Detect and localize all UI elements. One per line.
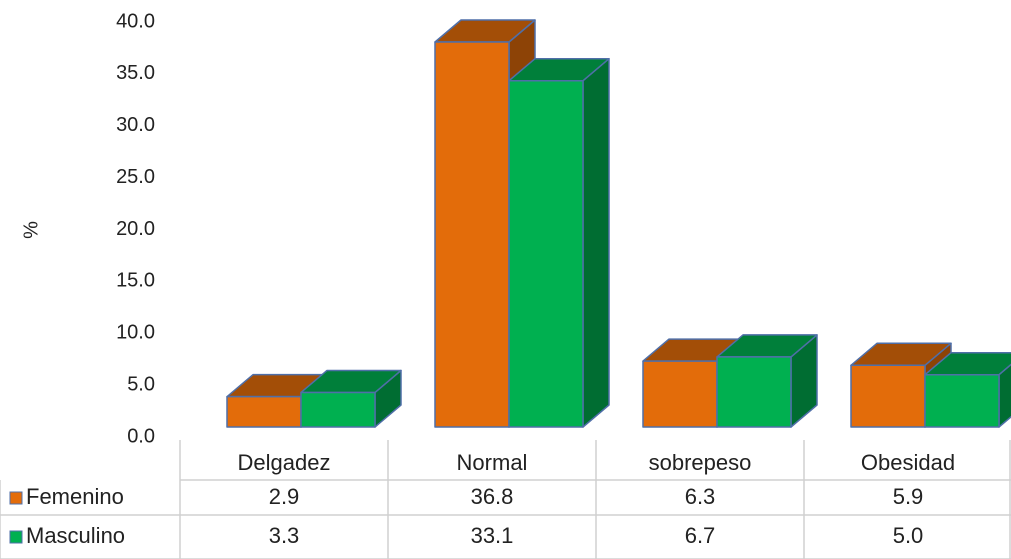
bar bbox=[300, 369, 402, 428]
legend-key bbox=[9, 530, 23, 544]
table-value: 5.0 bbox=[893, 523, 924, 548]
table-value: 5.9 bbox=[893, 484, 924, 509]
bar bbox=[924, 351, 1011, 428]
bar-front bbox=[924, 373, 1000, 428]
table-value: 6.7 bbox=[685, 523, 716, 548]
y-tick-label: 30.0 bbox=[116, 114, 155, 136]
table-value: 33.1 bbox=[471, 523, 514, 548]
bar-front bbox=[716, 356, 792, 428]
legend-label: Masculino bbox=[26, 523, 125, 548]
bar-front bbox=[300, 391, 376, 428]
bar-front bbox=[850, 364, 926, 428]
y-tick-label: 0.0 bbox=[127, 425, 155, 447]
category-label: Obesidad bbox=[861, 450, 955, 475]
table-value: 3.3 bbox=[269, 523, 300, 548]
bar-front bbox=[226, 395, 302, 428]
table-value: 6.3 bbox=[685, 484, 716, 509]
y-tick-label: 15.0 bbox=[116, 270, 155, 292]
legend-key bbox=[9, 491, 23, 505]
y-tick-label: 20.0 bbox=[116, 218, 155, 240]
bar-front bbox=[642, 360, 718, 428]
y-tick-label: 5.0 bbox=[127, 373, 155, 395]
category-label: Normal bbox=[457, 450, 528, 475]
category-label: sobrepeso bbox=[649, 450, 752, 475]
bar bbox=[716, 334, 818, 428]
bar-front bbox=[508, 79, 584, 428]
y-tick-label: 25.0 bbox=[116, 166, 155, 188]
table-value: 2.9 bbox=[269, 484, 300, 509]
y-tick-label: 10.0 bbox=[116, 322, 155, 344]
y-tick-label: 35.0 bbox=[116, 62, 155, 84]
bar-side bbox=[582, 57, 610, 428]
bar-front bbox=[434, 41, 510, 428]
table-value: 36.8 bbox=[471, 484, 514, 509]
category-label: Delgadez bbox=[238, 450, 331, 475]
legend-label: Femenino bbox=[26, 484, 124, 509]
y-tick-label: 40.0 bbox=[116, 10, 155, 32]
y-axis-label: % bbox=[20, 221, 42, 239]
bar bbox=[508, 57, 610, 428]
